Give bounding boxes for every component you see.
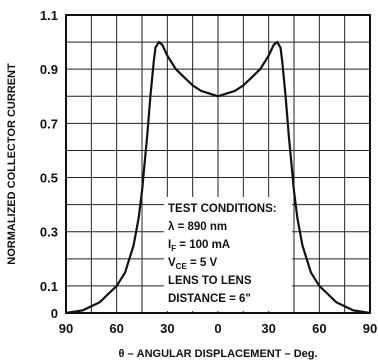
x-tick-label: 90 [59,321,73,336]
annotation-line-6: DISTANCE = 6" [168,293,251,305]
y-tick-labels: 1.1 0.9 0.7 0.5 0.3 0.1 0 [40,8,58,321]
x-tick-label: 30 [261,321,275,336]
annotation-vce-symbol: V [168,257,176,269]
x-tick-label: 90 [363,321,377,336]
annotation: TEST CONDITIONS: λ = 890 nm IF = 100 mA … [168,203,277,305]
annotation-line-3: IF = 100 mA [168,239,230,253]
y-tick-label: 0.3 [40,225,58,240]
x-axis-label: θ – ANGULAR DISPLACEMENT – Deg. [118,348,317,360]
annotation-if-symbol: I [168,239,171,251]
x-tick-labels: 90 60 30 0 30 60 90 [59,321,377,336]
x-tick-label: 60 [312,321,326,336]
annotation-vce-value: = 5 V [187,257,218,269]
annotation-if-value: = 100 mA [176,239,230,251]
y-tick-label: 0.1 [40,279,58,294]
y-tick-label: 1.1 [40,8,58,23]
annotation-line-1: TEST CONDITIONS: [168,203,277,215]
x-tick-label: 60 [109,321,123,336]
y-tick-label: 0.7 [40,116,58,131]
x-tick-label: 30 [160,321,174,336]
y-tick-label: 0 [51,306,58,321]
annotation-line-4: VCE = 5 V [168,257,217,271]
annotation-line-5: LENS TO LENS [168,275,252,287]
series-line [65,40,371,315]
y-axis-label: NORMALIZED COLLECTOR CURRENT [6,63,18,265]
plot-frame [65,14,371,314]
annotation-background [164,197,292,311]
annotation-if-subscript: F [171,244,176,253]
x-tick-label: 0 [214,321,221,336]
y-tick-label: 0.9 [40,62,58,77]
y-tick-label: 0.5 [40,171,58,186]
annotation-vce-subscript: CE [176,262,188,271]
annotation-line-2: λ = 890 nm [168,221,227,233]
